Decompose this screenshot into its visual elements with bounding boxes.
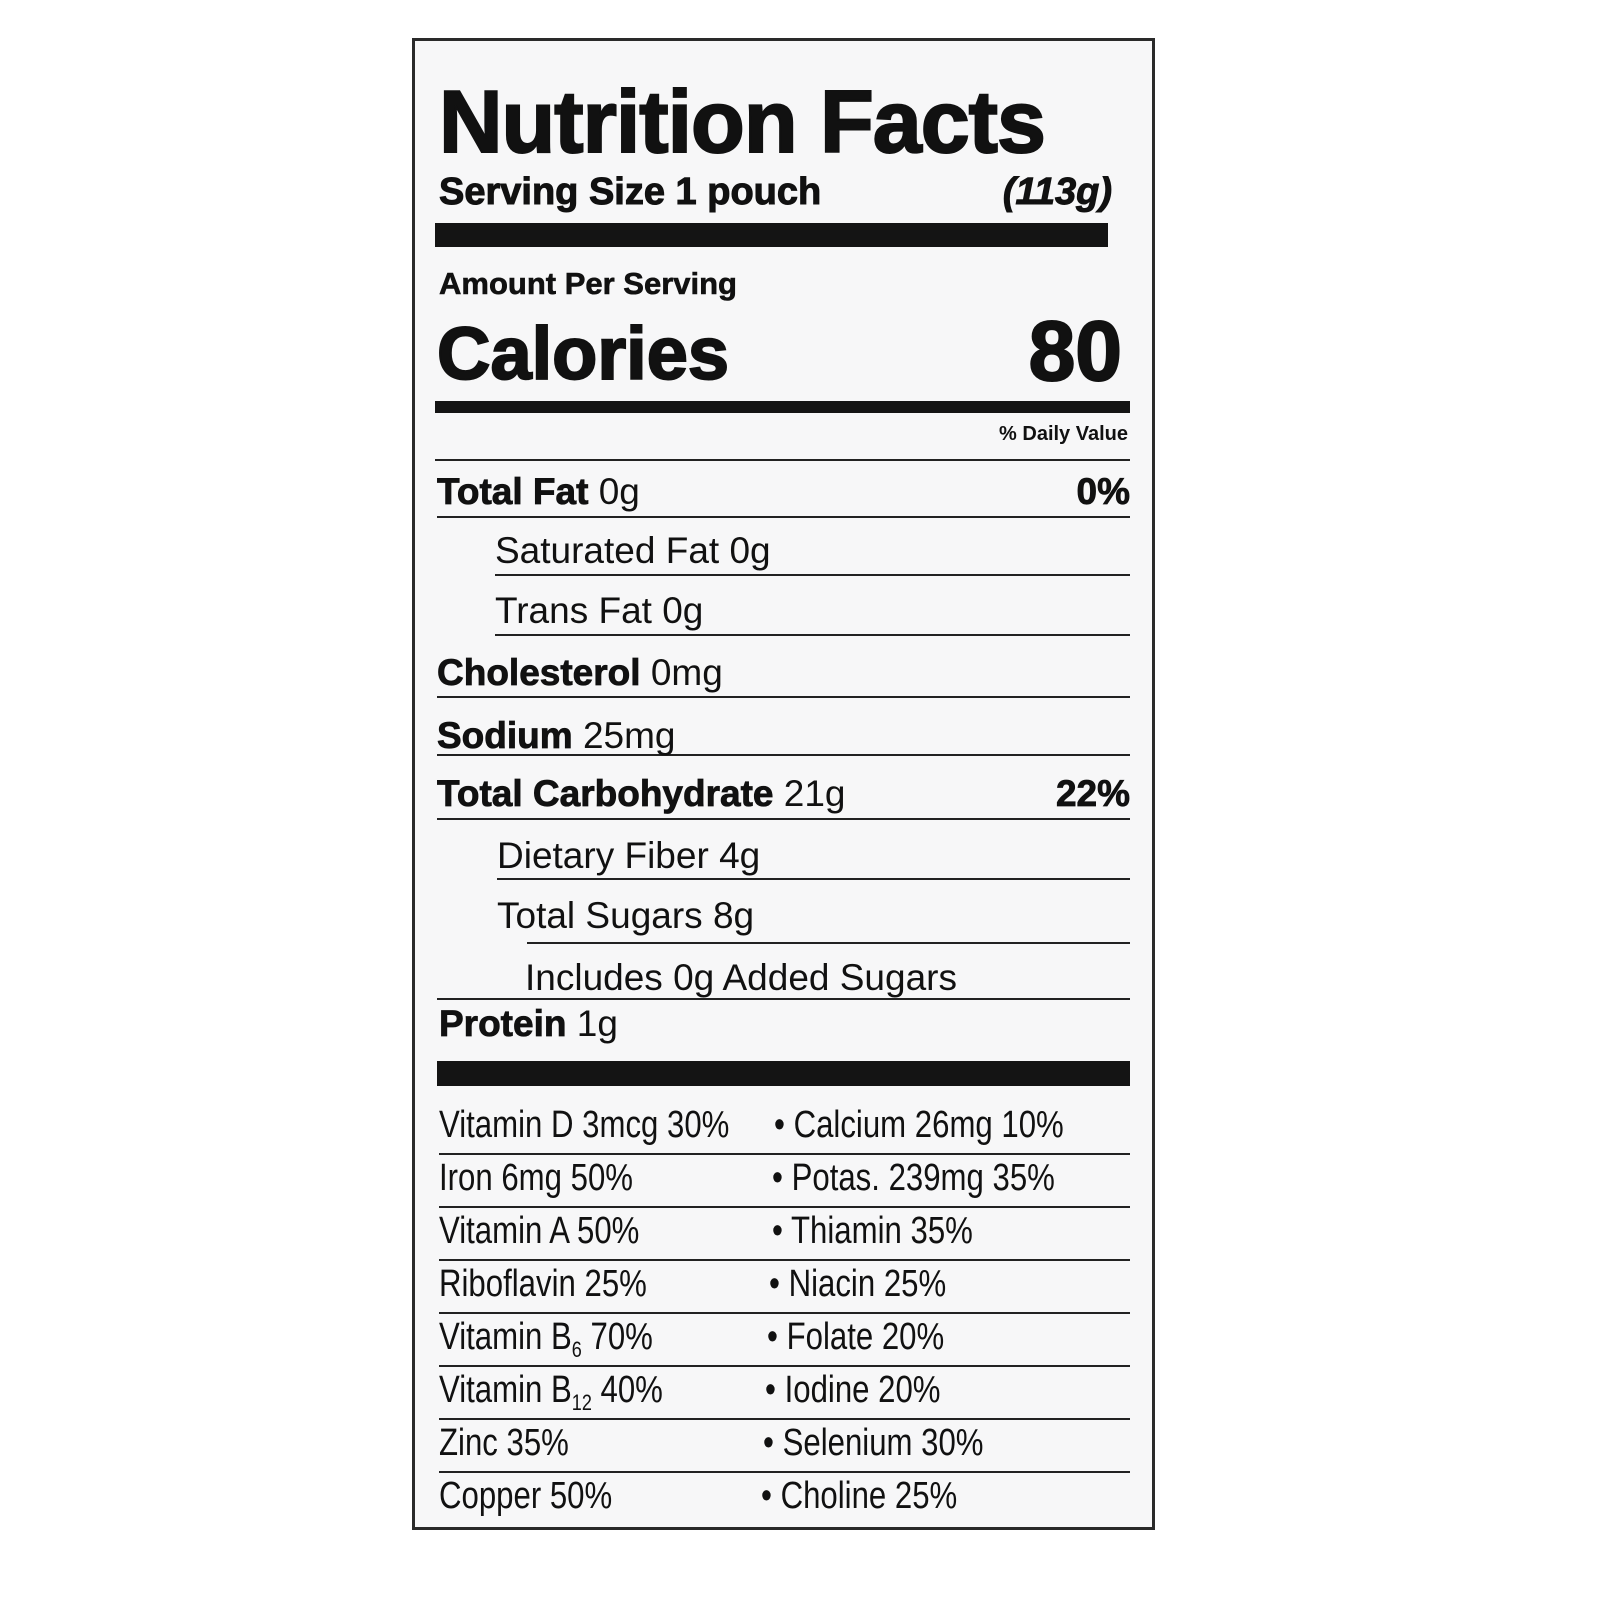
vitamin-row: Iron 6mg 50% • Potas. 239mg 35% — [439, 1153, 1130, 1208]
nutrient-row-total-sugars: Total Sugars 8g — [497, 880, 1130, 944]
thick-divider — [437, 1061, 1130, 1086]
medium-divider — [435, 401, 1130, 413]
nutrient-row-added-sugars: Includes 0g Added Sugars — [437, 944, 1130, 1000]
divider — [435, 459, 1130, 461]
nutrient-row-total-carbohydrate: Total Carbohydrate 21g 22% — [437, 756, 1130, 820]
nutrient-row-total-fat: Total Fat 0g 0% — [437, 461, 1130, 518]
thick-divider — [435, 223, 1108, 247]
nutrient-row-protein: Protein 1g — [439, 1003, 618, 1045]
vitamin-row: Zinc 35% • Selenium 30% — [439, 1418, 1130, 1473]
vitamin-row: Riboflavin 25% • Niacin 25% — [439, 1259, 1130, 1314]
nutrient-row-sodium: Sodium 25mg — [437, 698, 1130, 756]
serving-size: Serving Size 1 pouch — [438, 171, 822, 214]
nutrient-row-trans-fat: Trans Fat 0g — [495, 576, 1130, 636]
vitamin-row: Vitamin A 50% • Thiamin 35% — [439, 1206, 1130, 1261]
daily-value-header: % Daily Value — [999, 423, 1128, 445]
nutrition-facts-label: Nutrition Facts Serving Size 1 pouch (11… — [412, 38, 1155, 1530]
nutrient-row-saturated-fat: Saturated Fat 0g — [495, 518, 1130, 576]
calories-value: 80 — [1028, 303, 1123, 399]
label-title: Nutrition Facts — [438, 71, 1047, 172]
amount-per-serving: Amount Per Serving — [439, 266, 738, 302]
vitamin-row: Vitamin B6 70% • Folate 20% — [439, 1312, 1130, 1367]
vitamin-row: Vitamin D 3mcg 30% • Calcium 26mg 10% — [439, 1100, 1130, 1155]
nutrient-row-cholesterol: Cholesterol 0mg — [437, 636, 1130, 698]
serving-grams: (113g) — [1002, 171, 1112, 214]
calories-label: Calories — [436, 311, 730, 396]
vitamin-row: Vitamin B12 40% • Iodine 20% — [439, 1365, 1130, 1420]
vitamin-row: Copper 50% • Choline 25% — [439, 1475, 958, 1517]
nutrient-row-dietary-fiber: Dietary Fiber 4g — [497, 820, 1130, 880]
